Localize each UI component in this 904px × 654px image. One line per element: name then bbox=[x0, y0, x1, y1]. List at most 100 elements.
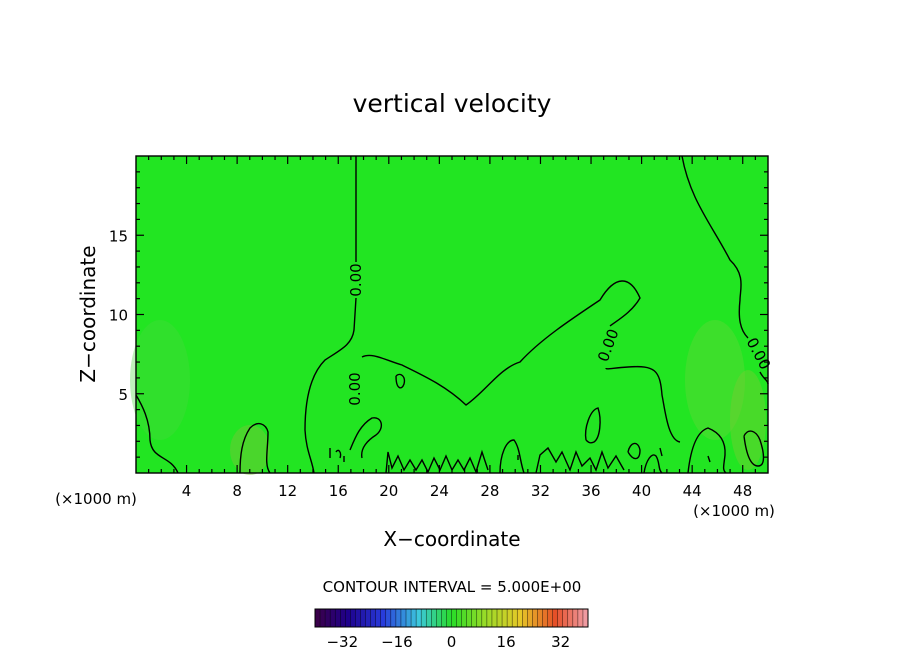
colorbar-swatch bbox=[522, 609, 528, 627]
colorbar-swatch bbox=[355, 609, 361, 627]
colorbar-swatch bbox=[567, 609, 574, 627]
colorbar-tick-label: 32 bbox=[551, 633, 570, 651]
colorbar-swatch bbox=[461, 609, 467, 627]
x-tick-label: 4 bbox=[182, 482, 192, 500]
contour-bump-18 bbox=[349, 417, 383, 459]
contour-bump-37 bbox=[584, 407, 601, 444]
x-tick-label: 20 bbox=[379, 482, 398, 500]
colorbar-swatch bbox=[542, 609, 548, 627]
x-tick-label: 16 bbox=[329, 482, 348, 500]
field-patch-right-edge bbox=[730, 370, 766, 470]
colorbar-swatch bbox=[345, 609, 351, 627]
contour-bump-10 bbox=[239, 422, 271, 474]
x-tick-label: 12 bbox=[278, 482, 297, 500]
colorbar-tick-label: 16 bbox=[497, 633, 516, 651]
colorbar-swatch bbox=[365, 609, 371, 627]
y-tick-label: 15 bbox=[109, 227, 128, 245]
contour-inner-loop bbox=[395, 373, 406, 389]
contour-main-upper bbox=[304, 156, 357, 474]
colorbar-swatch bbox=[572, 609, 579, 627]
colorbar-swatch bbox=[547, 609, 553, 627]
colorbar-swatch bbox=[471, 609, 478, 627]
colorbar-swatch bbox=[517, 609, 523, 627]
colorbar-frame bbox=[314, 608, 589, 628]
colorbar-swatch bbox=[486, 609, 493, 627]
colorbar-swatch bbox=[400, 609, 407, 627]
colorbar-swatch bbox=[390, 609, 397, 627]
colorbar-swatch bbox=[370, 609, 376, 627]
colorbar-swatch bbox=[360, 609, 366, 627]
colorbar-swatch bbox=[325, 609, 331, 627]
colorbar-swatch bbox=[416, 609, 422, 627]
contour-interval: CONTOUR INTERVAL = 5.000E+00 bbox=[323, 578, 582, 596]
y-tick-label: 10 bbox=[109, 307, 128, 325]
contour-left-edge bbox=[135, 394, 179, 474]
y-axis-label: Z−coordinate bbox=[76, 245, 100, 382]
x-tick-label: 24 bbox=[430, 482, 449, 500]
x-tick-label: 28 bbox=[480, 482, 499, 500]
x-tick-label: 36 bbox=[581, 482, 600, 500]
y-axis: 5 10 15 bbox=[109, 171, 768, 458]
contour-small-dots bbox=[329, 447, 711, 463]
contour-small-48 bbox=[743, 430, 765, 467]
colorbar-swatch bbox=[577, 609, 584, 627]
x-tick-label: 48 bbox=[733, 482, 752, 500]
colorbar-swatch bbox=[562, 609, 569, 627]
colorbar-swatch bbox=[512, 609, 518, 627]
x-unit-right: (×1000 m) bbox=[693, 502, 775, 520]
chart-title: vertical velocity bbox=[353, 89, 552, 118]
colorbar-swatch bbox=[446, 609, 452, 627]
colorbar-swatch bbox=[421, 609, 427, 627]
colorbar-swatch bbox=[436, 609, 442, 627]
colorbar-swatch bbox=[380, 609, 387, 627]
colorbar-swatch bbox=[451, 609, 457, 627]
colorbar-swatch bbox=[497, 609, 503, 627]
field-patch-right bbox=[685, 320, 745, 440]
x-axis: 4 8 12 16 20 24 28 32 36 40 44 48 bbox=[148, 156, 756, 500]
field-patch-left bbox=[130, 320, 190, 440]
colorbar-swatch bbox=[507, 609, 513, 627]
colorbar-swatch bbox=[375, 609, 382, 627]
plot-area: 0.00 0.00 0.00 0.00 bbox=[130, 155, 774, 475]
x-tick-label: 44 bbox=[683, 482, 702, 500]
contour-label: 0.00 bbox=[347, 263, 365, 296]
colorbar-swatch bbox=[466, 609, 473, 627]
colorbar-swatch bbox=[557, 609, 564, 627]
colorbar-swatch bbox=[527, 609, 533, 627]
colorbar-tick-label: −16 bbox=[381, 633, 413, 651]
colorbar-swatch bbox=[315, 609, 321, 627]
colorbar-swatch bbox=[395, 609, 402, 627]
colorbar-swatch bbox=[491, 609, 498, 627]
colorbar-tick-label: 0 bbox=[447, 633, 457, 651]
colorbar-swatch bbox=[502, 609, 508, 627]
x-axis-label: X−coordinate bbox=[383, 527, 520, 551]
colorbar-swatch bbox=[385, 609, 392, 627]
x-unit-left: (×1000 m) bbox=[55, 490, 137, 508]
x-tick-label: 8 bbox=[232, 482, 242, 500]
colorbar-swatch bbox=[411, 609, 417, 627]
colorbar-swatch bbox=[552, 609, 558, 627]
colorbar-swatch bbox=[335, 609, 341, 627]
y-tick-label: 5 bbox=[118, 386, 128, 404]
colorbar-tick-label: −32 bbox=[326, 633, 358, 651]
colorbar-tick-labels: −32 −16 0 16 32 bbox=[326, 633, 570, 651]
colorbar-swatch bbox=[431, 609, 437, 627]
colorbar-swatch bbox=[582, 609, 589, 627]
field-patch-center bbox=[230, 425, 270, 475]
contour-ground-ripples bbox=[385, 439, 663, 475]
colorbar-swatch bbox=[441, 609, 447, 627]
colorbar-swatch bbox=[532, 609, 538, 627]
colorbar-swatch bbox=[350, 609, 356, 627]
colorbar-swatch bbox=[537, 609, 543, 627]
contour-label: 0.00 bbox=[346, 372, 364, 405]
colorbar-swatch bbox=[320, 609, 326, 627]
x-tick-label: 40 bbox=[632, 482, 651, 500]
x-tick-label: 32 bbox=[531, 482, 550, 500]
colorbar-swatch bbox=[456, 609, 462, 627]
colorbar-swatch bbox=[406, 609, 412, 627]
colorbar-swatch bbox=[481, 609, 488, 627]
contour-bump-44 bbox=[687, 427, 727, 474]
velocity-field bbox=[136, 156, 768, 473]
colorbar-swatch bbox=[330, 609, 336, 627]
